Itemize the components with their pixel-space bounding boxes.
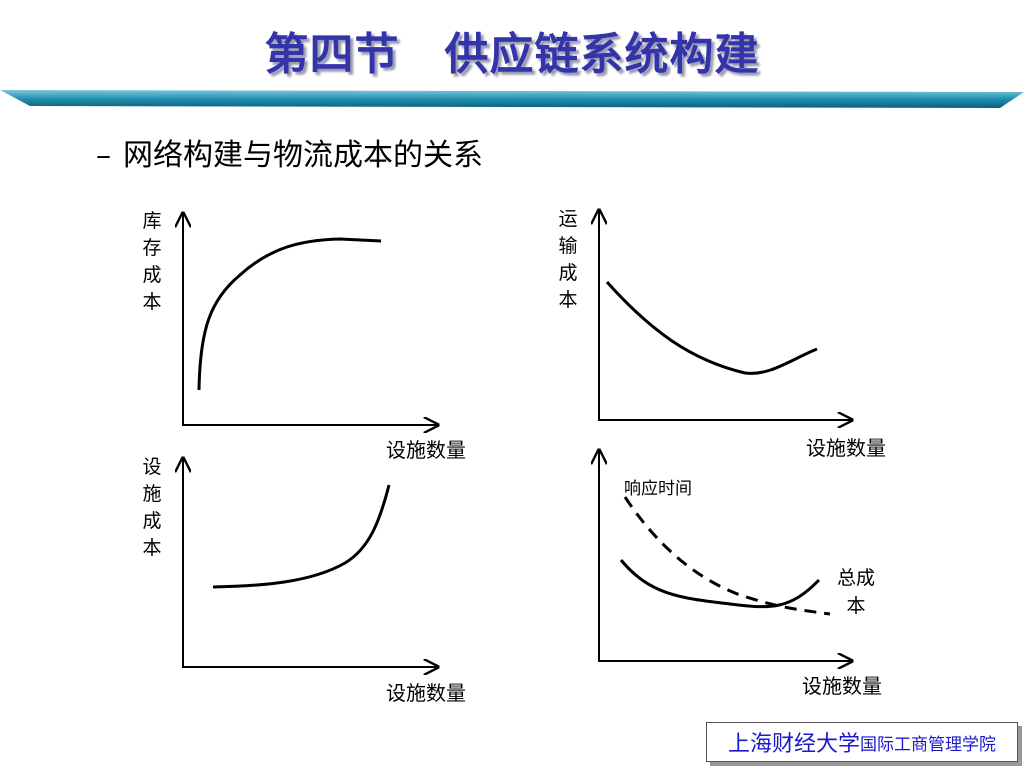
curve	[197, 237, 382, 391]
footer: 上海财经大学 国际工商管理学院	[706, 722, 1018, 762]
curve-label: 总成本	[836, 567, 875, 617]
curves	[197, 237, 831, 616]
title-band	[0, 90, 1024, 108]
axis	[183, 213, 438, 425]
y-label: 库存成本	[142, 210, 162, 313]
footer-school: 上海财经大学	[727, 732, 860, 757]
x-label: 设施数量	[806, 436, 886, 460]
axes	[183, 210, 852, 667]
title: 第四节 供应链系统构建	[264, 29, 760, 80]
curve	[605, 280, 818, 375]
bullet-text: 网络构建与物流成本的关系	[123, 138, 483, 173]
axis	[599, 450, 852, 661]
x-label: 设施数量	[802, 674, 882, 698]
x-label: 设施数量	[386, 438, 466, 462]
curve	[623, 496, 831, 616]
x-label: 设施数量	[386, 681, 466, 705]
bullet: – 网络构建与物流成本的关系	[96, 130, 495, 174]
axis	[183, 458, 438, 667]
y-label: 设施成本	[142, 456, 162, 559]
curve	[212, 484, 391, 589]
y-label: 运输成本	[558, 208, 578, 311]
footer-dept: 国际工商管理学院	[860, 734, 996, 755]
bullet-marker: –	[96, 138, 111, 173]
axis	[599, 210, 852, 420]
curve-label: 响应时间	[624, 479, 692, 499]
curve	[619, 559, 821, 609]
